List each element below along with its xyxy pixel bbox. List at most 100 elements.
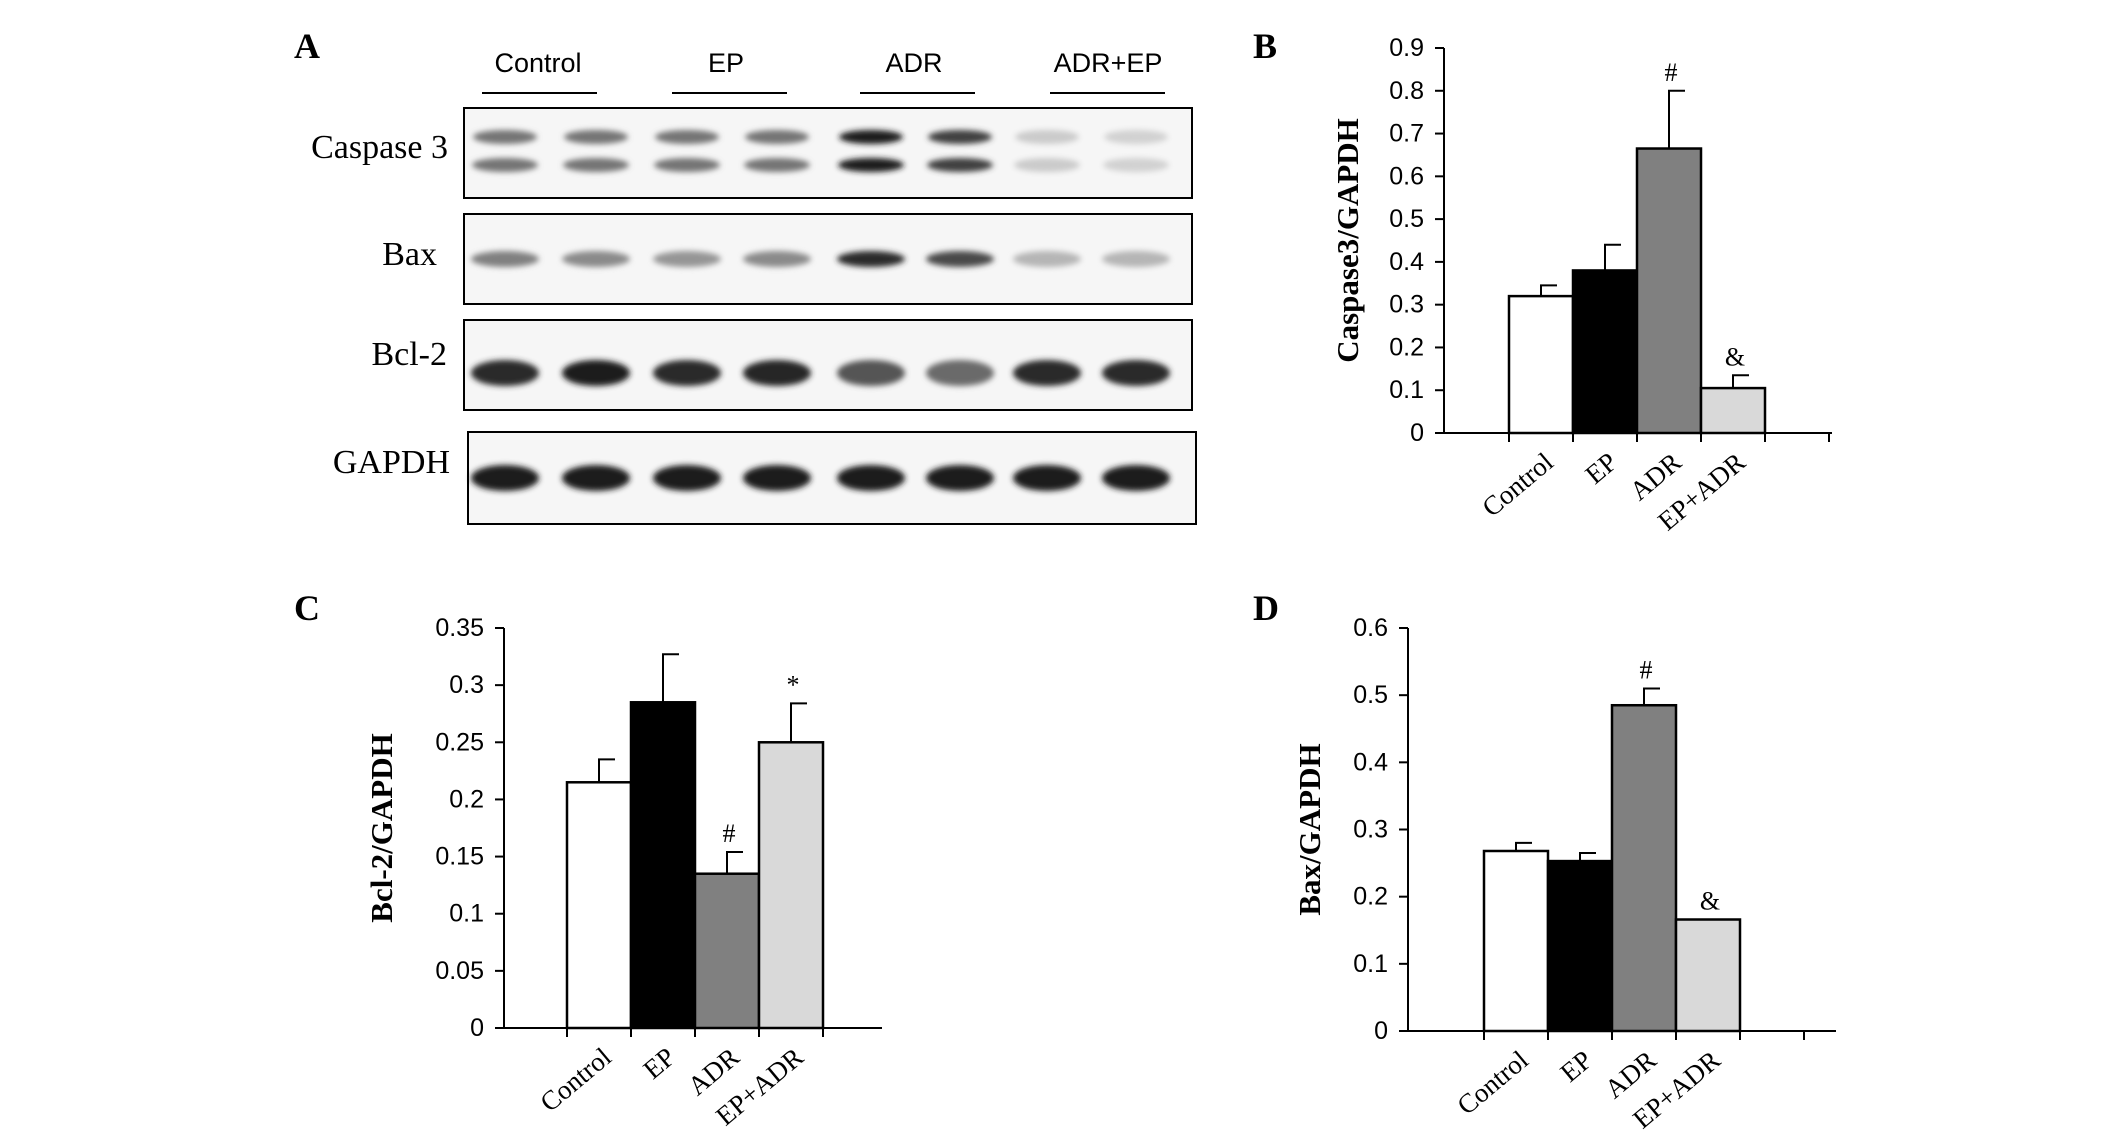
y-tick-label: 0.35	[435, 614, 484, 642]
bar-ep	[629, 701, 697, 1030]
y-tick-label: 0.1	[1353, 950, 1388, 978]
blot-band	[471, 360, 539, 386]
y-axis-label: Caspase3/GAPDH	[1330, 118, 1365, 363]
y-tick-label: 0.5	[1353, 681, 1388, 709]
blot-row-label-bax: Bax	[382, 236, 437, 273]
y-axis-label: Bcl-2/GAPDH	[364, 733, 399, 922]
blot-band	[1102, 251, 1170, 267]
significance-marker: #	[1640, 655, 1653, 684]
blot-row-label-gapdh: GAPDH	[333, 444, 450, 481]
y-tick-label: 0.3	[1353, 816, 1388, 844]
significance-marker: &	[1725, 342, 1745, 371]
blot-band	[1103, 158, 1169, 172]
panel-label-d: D	[1253, 588, 1279, 628]
bar-ep-adr	[757, 741, 825, 1030]
y-tick-label: 0.3	[449, 671, 484, 699]
y-tick-label: 0.2	[449, 785, 484, 813]
blot-band	[928, 130, 992, 144]
y-tick-label: 0.6	[1389, 162, 1424, 190]
blot-band	[1013, 360, 1081, 386]
y-tick-label: 0.9	[1389, 34, 1424, 62]
blot-band	[1104, 130, 1168, 144]
y-tick-label: 0.6	[1353, 614, 1388, 642]
blot-band	[1014, 158, 1080, 172]
blot-band	[1102, 465, 1170, 491]
blot-band	[743, 360, 811, 386]
blot-band	[563, 158, 629, 172]
blot-group-label-ep: EP	[708, 48, 744, 78]
panel-label-c: C	[294, 588, 320, 628]
blot-band	[745, 130, 809, 144]
panel-label-b: B	[1253, 26, 1277, 66]
x-category-label: EP	[1579, 447, 1622, 490]
y-tick-label: 0	[470, 1014, 484, 1042]
x-category-label: Control	[1476, 447, 1558, 523]
blot-band	[926, 465, 994, 491]
bar-control	[1507, 294, 1575, 435]
significance-marker: *	[787, 670, 800, 699]
blot-band	[562, 465, 630, 491]
blot-band	[837, 465, 905, 491]
significance-marker: #	[723, 819, 736, 848]
western-blot-panel: Control EP ADR ADR+EP Caspase 3 Bax Bcl-…	[311, 48, 1197, 525]
y-axis-label: Bax/GAPDH	[1292, 743, 1327, 915]
blot-band	[743, 465, 811, 491]
blot-band	[562, 251, 630, 267]
significance-marker: #	[1665, 58, 1678, 87]
bar-control	[1482, 849, 1550, 1033]
blot-band	[472, 158, 538, 172]
blot-group-label-adr-ep: ADR+EP	[1054, 48, 1163, 78]
y-tick-label: 0.2	[1389, 333, 1424, 361]
y-tick-label: 0.05	[435, 957, 484, 985]
y-tick-label: 0	[1410, 419, 1424, 447]
y-tick-label: 0.2	[1353, 883, 1388, 911]
y-tick-label: 0.15	[435, 843, 484, 871]
bar-adr	[693, 872, 761, 1030]
blot-row-label-bcl2: Bcl-2	[371, 336, 447, 373]
blot-band	[473, 130, 537, 144]
bar-ep	[1546, 859, 1614, 1033]
blot-band	[838, 158, 904, 172]
bar-ep-adr	[1699, 386, 1767, 435]
blot-band	[564, 130, 628, 144]
blot-band	[744, 158, 810, 172]
bar-control	[565, 781, 633, 1030]
y-tick-label: 0.3	[1389, 291, 1424, 319]
blot-group-label-adr: ADR	[885, 48, 942, 78]
blot-band	[1102, 360, 1170, 386]
blot-band	[655, 130, 719, 144]
panel-label-a: A	[294, 26, 320, 66]
blot-band	[653, 465, 721, 491]
blot-band	[653, 251, 721, 267]
blot-band	[653, 360, 721, 386]
blot-band	[1015, 130, 1079, 144]
blot-band	[562, 360, 630, 386]
y-tick-label: 0.1	[449, 900, 484, 928]
blot-band	[743, 251, 811, 267]
blot-row-label-caspase3: Caspase 3	[311, 129, 448, 166]
x-category-label: Control	[534, 1042, 616, 1118]
bar-adr	[1635, 147, 1703, 435]
blot-strips	[463, 107, 1197, 525]
blot-band	[926, 360, 994, 386]
y-tick-label: 0.8	[1389, 77, 1424, 105]
y-tick-label: 0.1	[1389, 376, 1424, 404]
blot-group-label-control: Control	[494, 48, 581, 78]
y-tick-label: 0.5	[1389, 205, 1424, 233]
blot-band	[926, 251, 994, 267]
blot-band	[837, 360, 905, 386]
bar-ep-adr	[1674, 918, 1742, 1033]
y-tick-label: 0.25	[435, 728, 484, 756]
blot-band	[1013, 465, 1081, 491]
blot-band	[471, 251, 539, 267]
bar-adr	[1610, 703, 1678, 1033]
bar-ep	[1571, 269, 1639, 435]
blot-band	[839, 130, 903, 144]
blot-band	[471, 465, 539, 491]
significance-marker: &	[1700, 887, 1720, 916]
blot-strip	[463, 107, 1193, 199]
